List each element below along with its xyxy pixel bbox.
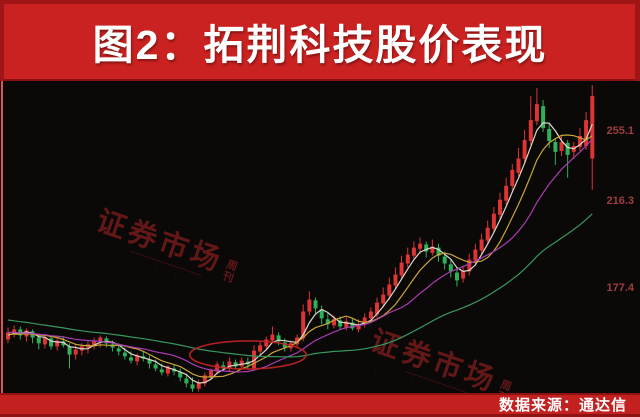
chart-area: 证券市场 周刊 · · · · · · · · 证券市场 周刊 · · · · … [0, 81, 640, 393]
y-axis-label: 255.1 [606, 125, 634, 137]
ma-line-MA10 [7, 134, 593, 378]
source-banner: 数据来源：通达信 [0, 393, 640, 417]
highlight-ellipse [188, 340, 307, 370]
data-source-label: 数据来源：通达信 [498, 397, 627, 414]
ma-line-MA20 [7, 138, 593, 373]
ma-lines [7, 122, 593, 384]
y-axis-labels: 255.1 216.3 177.4 [606, 125, 634, 294]
y-axis-label: 216.3 [606, 195, 634, 207]
annotations [188, 340, 307, 370]
ma-line-MA60 [7, 213, 593, 358]
left-edge-line [1, 81, 3, 393]
candlestick-chart: 255.1 216.3 177.4 [6, 85, 635, 392]
ma-line-MA5 [7, 122, 593, 384]
y-axis-label: 177.4 [606, 282, 634, 294]
figure-title: 图2：拓荆科技股价表现 [92, 21, 548, 68]
title-banner: 图2：拓荆科技股价表现 [0, 0, 640, 81]
